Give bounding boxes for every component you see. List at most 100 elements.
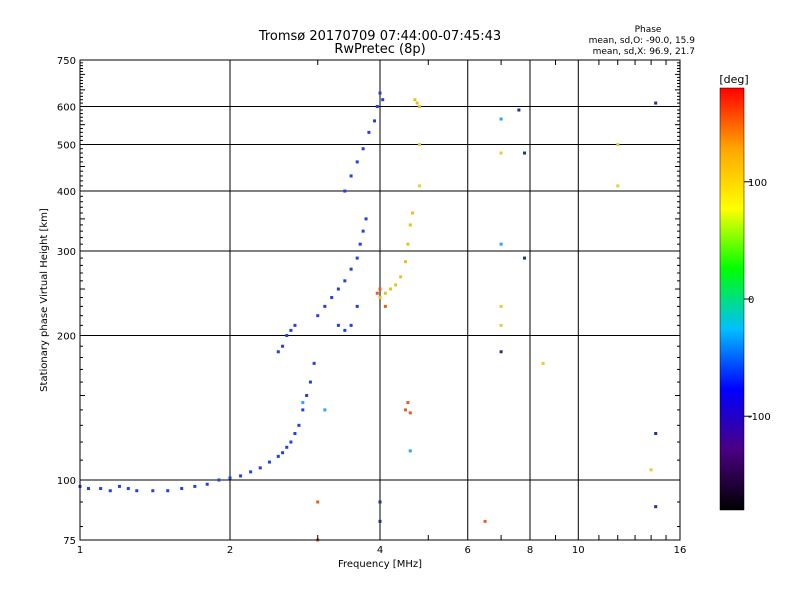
data-point <box>281 451 285 455</box>
data-point <box>616 143 620 147</box>
data-point <box>289 328 293 332</box>
y-tick-label: 200 <box>57 332 76 343</box>
data-point <box>293 432 297 436</box>
data-point <box>301 408 305 412</box>
grid <box>80 60 680 540</box>
data-point <box>276 454 280 458</box>
data-point <box>417 143 421 147</box>
data-point <box>517 108 521 112</box>
data-point <box>135 489 139 493</box>
data-point <box>193 484 197 488</box>
x-tick-label: 1 <box>77 545 83 556</box>
chart-subtitle: RwPretec (8p) <box>334 42 425 57</box>
data-point <box>649 468 653 472</box>
data-point <box>349 323 353 327</box>
data-point <box>415 101 419 105</box>
y-tick-label: 100 <box>57 476 76 487</box>
data-point <box>616 184 620 188</box>
x-tick-label: 6 <box>465 545 471 556</box>
data-point <box>499 117 503 121</box>
data-point <box>151 489 155 493</box>
data-point <box>408 449 412 453</box>
data-point <box>499 323 503 327</box>
data-point <box>378 296 382 300</box>
data-point <box>355 256 359 260</box>
data-point <box>654 505 658 509</box>
data-point <box>408 223 412 227</box>
data-point <box>411 211 415 215</box>
data-point <box>361 229 365 233</box>
data-point <box>499 304 503 308</box>
data-point <box>399 275 403 279</box>
data-point <box>523 256 527 260</box>
x-tick-label: 8 <box>527 545 533 556</box>
colorbar-tick-label: 100 <box>748 178 767 189</box>
data-point <box>305 394 309 398</box>
data-point <box>343 328 347 332</box>
data-point <box>205 482 209 486</box>
data-point <box>316 500 320 504</box>
data-point <box>343 189 347 193</box>
y-axis-label: Stationary phase Virtual Height [km] <box>39 208 50 392</box>
data-point <box>499 242 503 246</box>
data-point <box>108 489 112 493</box>
data-point <box>406 401 410 405</box>
data-point <box>249 470 253 474</box>
data-point <box>228 476 232 480</box>
x-tick-label: 16 <box>674 545 687 556</box>
data-point <box>367 130 371 134</box>
data-point <box>406 242 410 246</box>
data-point <box>654 432 658 436</box>
data-point <box>499 350 503 354</box>
data-point <box>180 487 184 491</box>
data-point <box>355 304 359 308</box>
data-point <box>330 296 334 300</box>
data-point <box>349 267 353 271</box>
data-point <box>541 361 545 365</box>
data-point <box>86 487 90 491</box>
y-tick-label: 300 <box>57 247 76 258</box>
data-point <box>417 105 421 109</box>
data-point <box>417 184 421 188</box>
data-point <box>378 500 382 504</box>
phase-stats-x: mean, sd,X: 96.9, 21.7 <box>593 47 695 57</box>
data-point <box>389 287 393 291</box>
data-point <box>383 304 387 308</box>
data-point <box>99 487 103 491</box>
plot-frame <box>79 59 681 541</box>
data-point <box>312 361 316 365</box>
data-point <box>166 489 170 493</box>
data-point <box>378 91 382 95</box>
data-point <box>654 101 658 105</box>
data-point <box>355 160 359 164</box>
data-point <box>403 408 407 412</box>
x-axis-ticks: 1 2 4 6 8 10 16 <box>77 60 687 556</box>
y-tick-label: 75 <box>63 536 76 547</box>
data-point <box>301 401 305 405</box>
colorbar-label: [deg] <box>719 73 748 86</box>
data-point <box>381 98 385 102</box>
data-point <box>361 147 365 151</box>
y-axis-ticks: 75 100 200 300 400 500 600 750 <box>57 56 680 547</box>
data-point <box>285 445 289 449</box>
colorbar-ticks: 100 0 -100 <box>744 178 771 423</box>
y-tick-label: 500 <box>57 141 76 152</box>
phase-stats-o: mean, sd,O: -90.0, 15.9 <box>589 36 696 46</box>
data-points <box>78 91 658 542</box>
data-point <box>258 466 262 470</box>
x-tick-label: 4 <box>377 545 383 556</box>
y-tick-label: 400 <box>57 187 76 198</box>
data-point <box>336 323 340 327</box>
data-point <box>126 487 130 491</box>
colorbar-tick-label: -100 <box>748 412 771 423</box>
data-point <box>499 151 503 155</box>
data-point <box>378 519 382 523</box>
x-tick-label: 2 <box>227 545 233 556</box>
data-point <box>239 474 243 478</box>
data-point <box>117 484 121 488</box>
data-point <box>375 105 379 109</box>
data-point <box>394 283 398 287</box>
data-point <box>316 314 320 318</box>
data-point <box>297 423 301 427</box>
